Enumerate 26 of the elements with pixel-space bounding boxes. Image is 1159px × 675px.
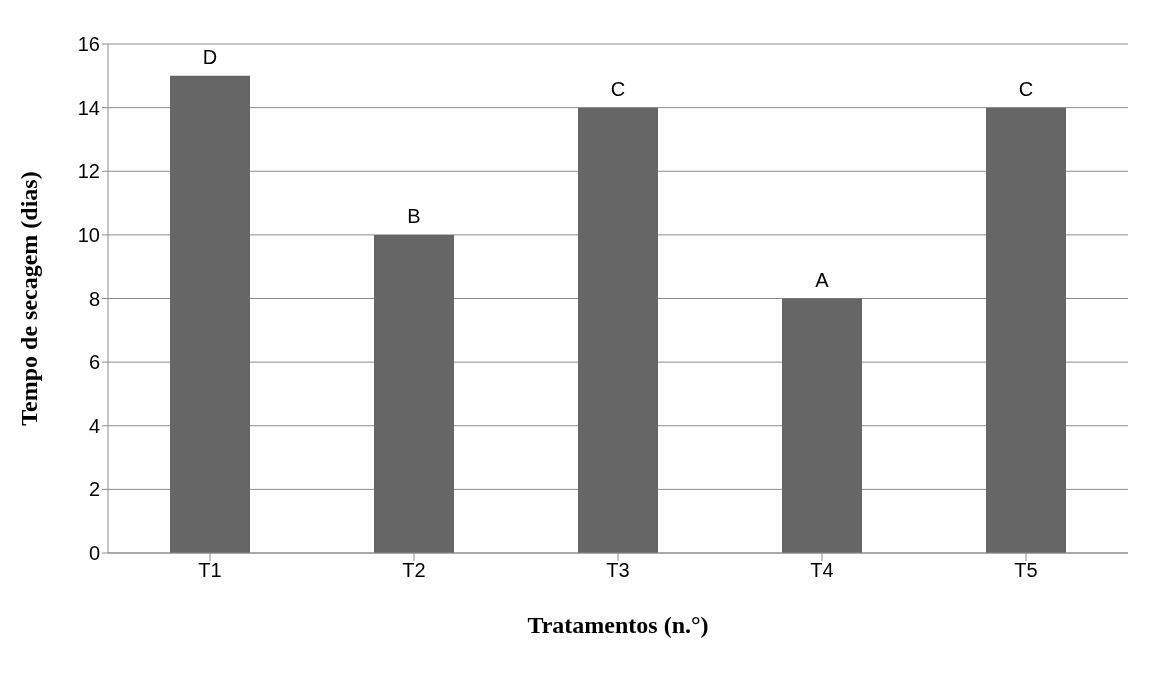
annotation: A — [815, 268, 830, 291]
x-tick-label: T3 — [606, 559, 630, 582]
x-axis-title: Tratamentos (n.°) — [527, 612, 709, 638]
bar — [374, 234, 454, 553]
y-tick-label: 16 — [77, 33, 100, 56]
bar — [578, 107, 658, 553]
y-tick-label: 8 — [88, 287, 100, 310]
x-tick-label: T4 — [810, 559, 834, 582]
annotation: C — [610, 77, 626, 100]
y-tick-label: 4 — [88, 414, 100, 437]
annotation: D — [202, 45, 218, 68]
y-tick-label: 2 — [88, 478, 100, 501]
x-tick-label: T2 — [402, 559, 426, 582]
x-tick-label: T1 — [198, 559, 222, 582]
y-axis-title: Tempo de secagem (dias) — [15, 171, 42, 426]
y-tick-label: 14 — [77, 96, 100, 119]
y-tick-label: 10 — [77, 223, 100, 246]
bar — [782, 298, 862, 553]
y-tick-label: 0 — [88, 542, 100, 565]
bar — [170, 75, 250, 553]
y-tick-label: 6 — [88, 351, 100, 374]
y-tick-label: 12 — [77, 160, 100, 183]
x-tick-label: T5 — [1014, 559, 1038, 582]
annotation: B — [407, 204, 421, 227]
bar — [986, 107, 1066, 553]
annotation: C — [1018, 77, 1034, 100]
